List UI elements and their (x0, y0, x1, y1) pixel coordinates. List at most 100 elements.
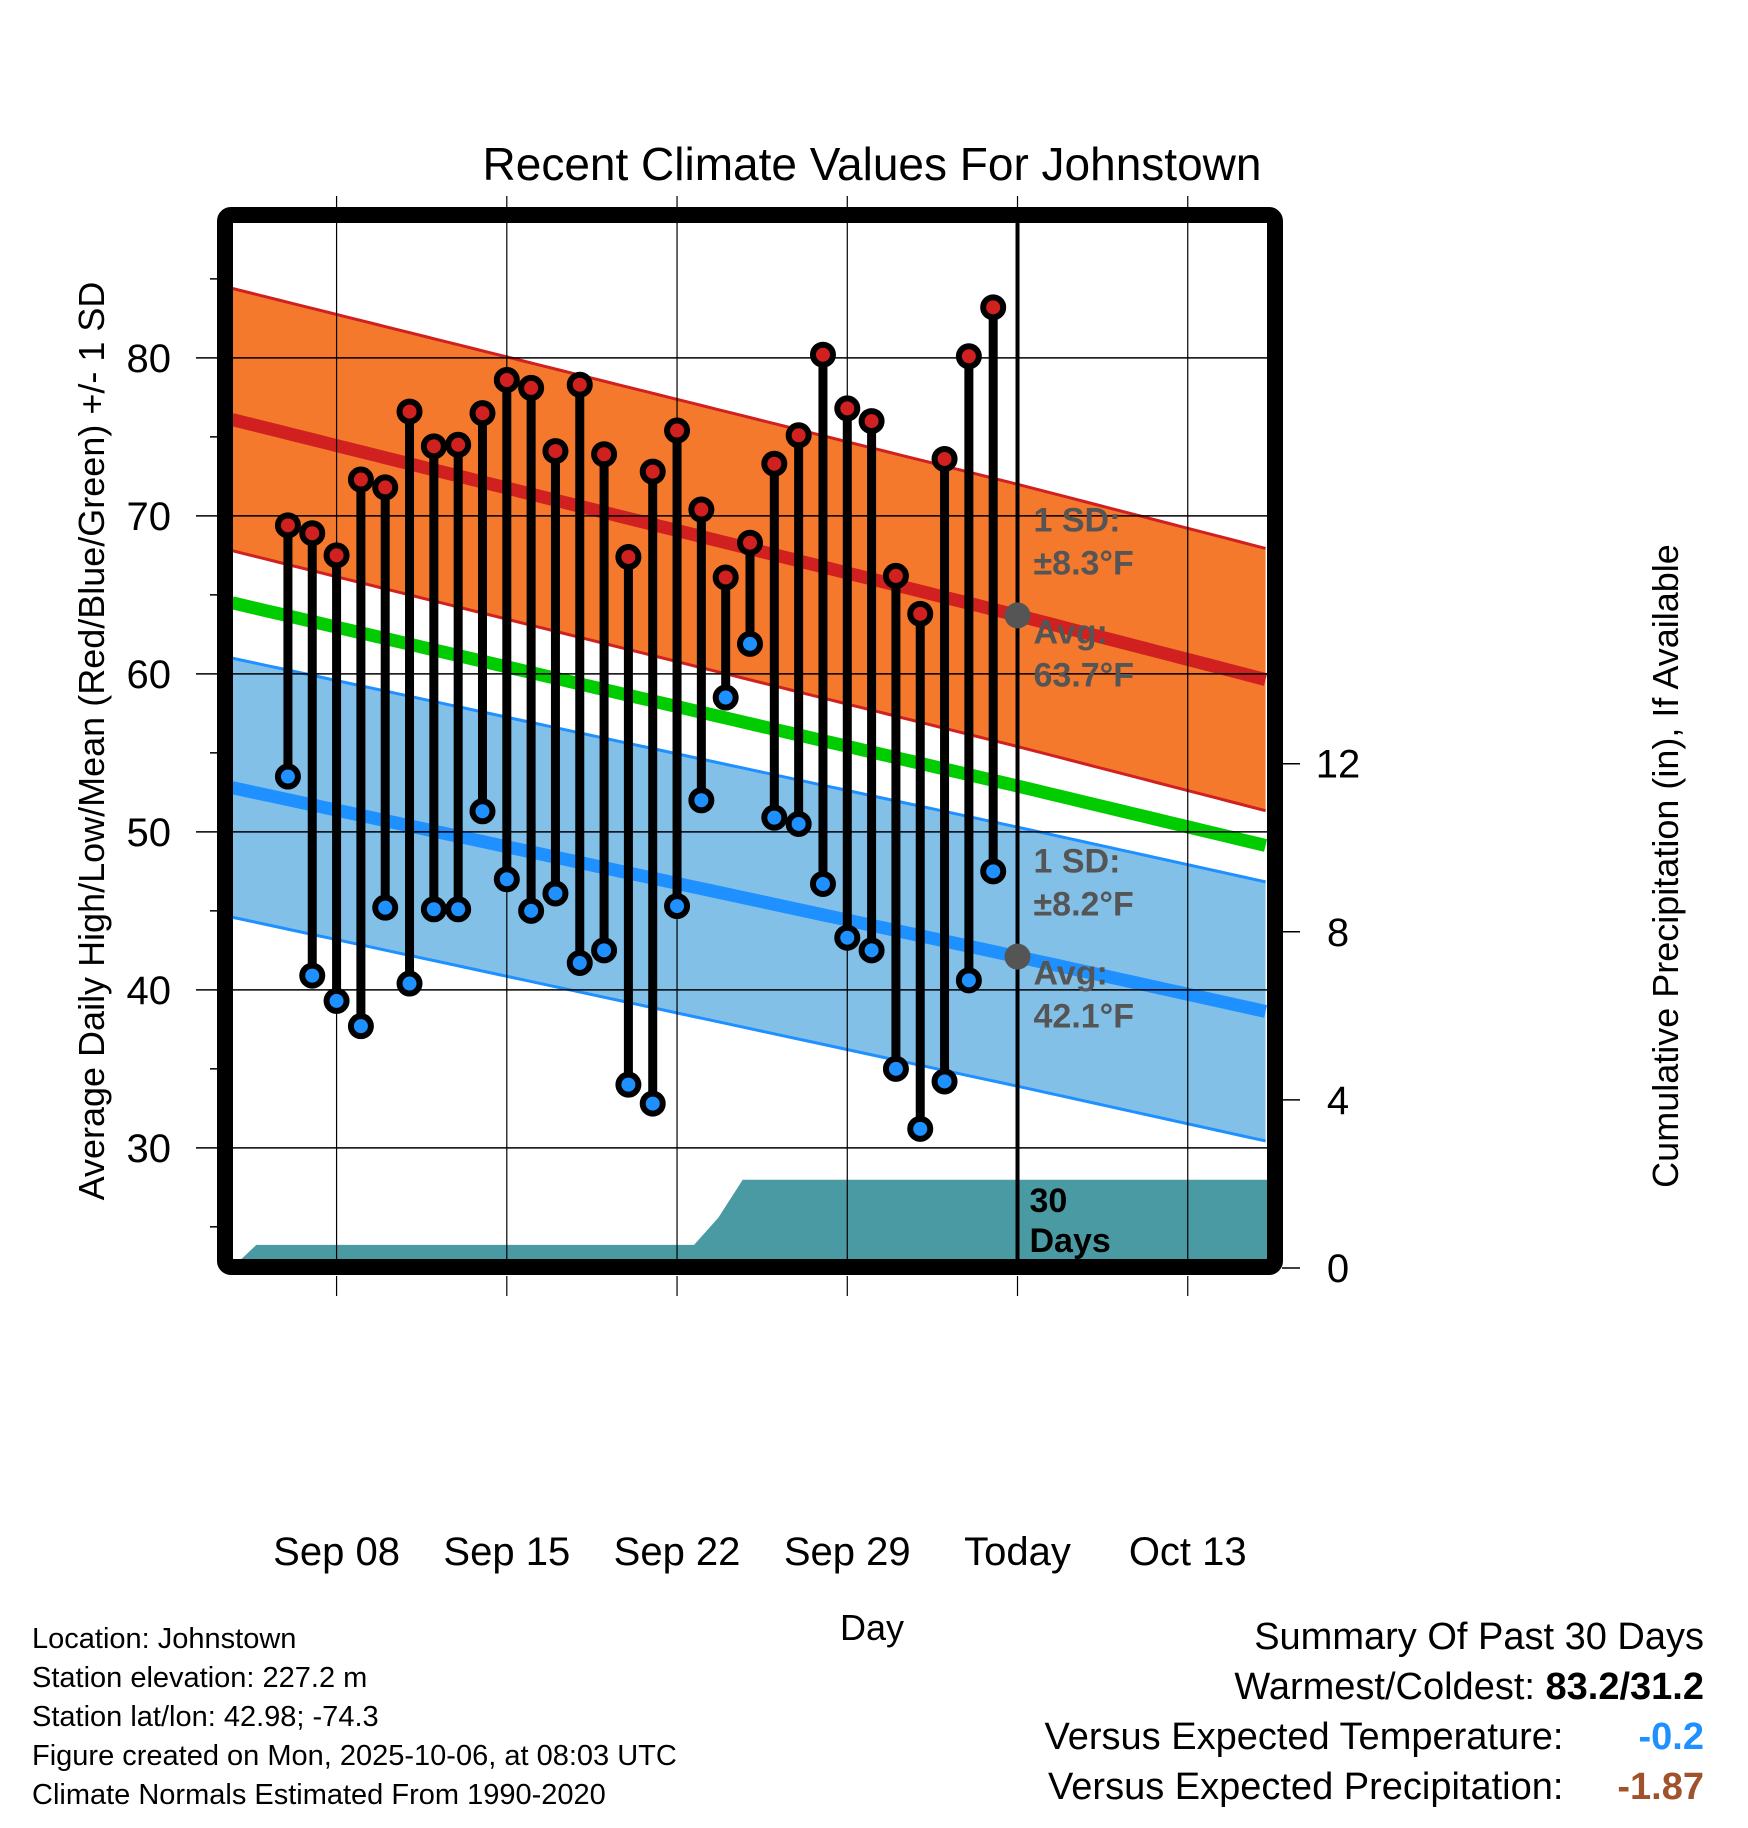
high-point (664, 417, 691, 444)
low-sd-band-upper-edge (232, 656, 1266, 884)
low-point (737, 630, 763, 657)
low-point (469, 798, 496, 825)
low-sd-band-lower-edge (232, 915, 1266, 1143)
low-point (542, 880, 569, 907)
low-avg-label: Avg: (1034, 955, 1108, 993)
high-point (761, 450, 788, 477)
x-tick-label: Sep 22 (614, 1530, 741, 1574)
high-point (542, 438, 569, 465)
high-point (882, 562, 909, 589)
high-point (420, 433, 447, 460)
low-point (931, 1068, 958, 1095)
low-point (566, 949, 593, 976)
low-point (980, 858, 1007, 885)
summary-warmest-label: Warmest/Coldest: (1234, 1666, 1535, 1708)
y2-tick-label: 8 (1327, 911, 1349, 955)
high-point (372, 474, 399, 501)
y-tick-label: 60 (127, 653, 172, 697)
avg-low-line (232, 781, 1267, 1018)
low-point (761, 804, 788, 831)
high-point (858, 408, 885, 435)
y2-tick-label: 0 (1327, 1247, 1349, 1291)
low-point (834, 924, 861, 951)
low-avg-value: 42.1°F (1034, 998, 1135, 1036)
high-point (323, 542, 350, 569)
high-point (396, 398, 423, 425)
low-point (955, 967, 982, 994)
y-tick-label: 40 (127, 969, 172, 1013)
low-point (907, 1115, 934, 1142)
station-info: Location: Johnstown Station elevation: 2… (32, 1620, 677, 1815)
info-latlon: Station lat/lon: 42.98; -74.3 (32, 1701, 379, 1733)
info-created: Figure created on Mon, 2025-10-06, at 08… (32, 1740, 677, 1772)
high-avg-value: 63.7°F (1034, 656, 1135, 694)
y-tick-label: 30 (127, 1127, 172, 1171)
y-tick-label: 80 (127, 337, 172, 381)
summary-temp-label: Versus Expected Temperature: (1044, 1716, 1564, 1758)
summary-temp-row: Versus Expected Temperature: -0.2 (1045, 1712, 1704, 1762)
x-tick-label: Today (964, 1530, 1071, 1574)
summary-temp-value: -0.2 (1638, 1716, 1704, 1758)
y2-tick-label: 4 (1327, 1079, 1349, 1123)
y-axis-label: Average Daily High/Low/Mean (Red/Blue/Gr… (71, 282, 112, 1201)
high-sd-label: 1 SD: (1034, 501, 1121, 539)
low-point (518, 897, 545, 924)
high-sd-band-upper-edge (232, 286, 1266, 550)
high-point (347, 466, 374, 493)
high-point (274, 512, 301, 539)
high-point (688, 496, 715, 523)
high-sd-value: ±8.3°F (1034, 544, 1134, 582)
precipitation-area (232, 1179, 1268, 1260)
low-point (591, 937, 618, 964)
high-point (518, 374, 545, 401)
high-point (445, 431, 472, 458)
high-point (639, 458, 666, 485)
today-avg-low-marker (1004, 943, 1031, 970)
summary-precip-row: Versus Expected Precipitation: -1.87 (1045, 1762, 1704, 1812)
info-location: Location: Johnstown (32, 1623, 297, 1655)
window-label-days: Days (1030, 1222, 1111, 1260)
x-tick-label: Sep 08 (273, 1530, 400, 1574)
summary-precip-value: -1.87 (1617, 1766, 1704, 1808)
summary-warmest-value: 83.2/31.2 (1545, 1666, 1704, 1708)
chart-title: Recent Climate Values For Johnstown (483, 138, 1262, 190)
high-point (907, 600, 934, 627)
high-point (299, 520, 326, 547)
info-elevation: Station elevation: 227.2 m (32, 1662, 368, 1694)
plot-frame (217, 207, 1283, 1275)
high-point (591, 441, 618, 468)
low-point (420, 896, 447, 923)
high-point (566, 371, 593, 398)
summary-panel: Summary Of Past 30 Days Warmest/Coldest:… (1045, 1612, 1704, 1812)
summary-heading: Summary Of Past 30 Days (1254, 1616, 1704, 1658)
low-sd-value: ±8.2°F (1034, 886, 1134, 924)
low-point (274, 763, 301, 790)
low-point (493, 866, 520, 893)
y2-axis-label: Cumulative Precipitation (in), If Availa… (1645, 544, 1686, 1188)
low-point (323, 987, 350, 1014)
y-tick-label: 70 (127, 495, 172, 539)
low-point (396, 970, 423, 997)
high-point (955, 343, 982, 370)
x-tick-label: Sep 29 (784, 1530, 911, 1574)
high-avg-label: Avg: (1034, 613, 1108, 651)
low-point (372, 894, 399, 921)
plot-area (232, 222, 1268, 1260)
high-point (469, 400, 496, 427)
high-point (737, 529, 763, 556)
summary-precip-label: Versus Expected Precipitation: (1048, 1766, 1564, 1808)
high-point (931, 445, 958, 472)
low-point (299, 962, 326, 989)
avg-mean-line (232, 596, 1268, 852)
x-axis-label: Day (840, 1607, 904, 1648)
low-point (858, 937, 885, 964)
low-sd-label: 1 SD: (1034, 843, 1121, 881)
x-tick-label: Oct 13 (1129, 1530, 1247, 1574)
window-label-number: 30 (1030, 1182, 1068, 1220)
high-point (834, 395, 861, 422)
low-point (445, 896, 472, 923)
low-point (347, 1013, 374, 1040)
low-point (615, 1071, 642, 1098)
today-avg-high-marker (1004, 602, 1031, 629)
